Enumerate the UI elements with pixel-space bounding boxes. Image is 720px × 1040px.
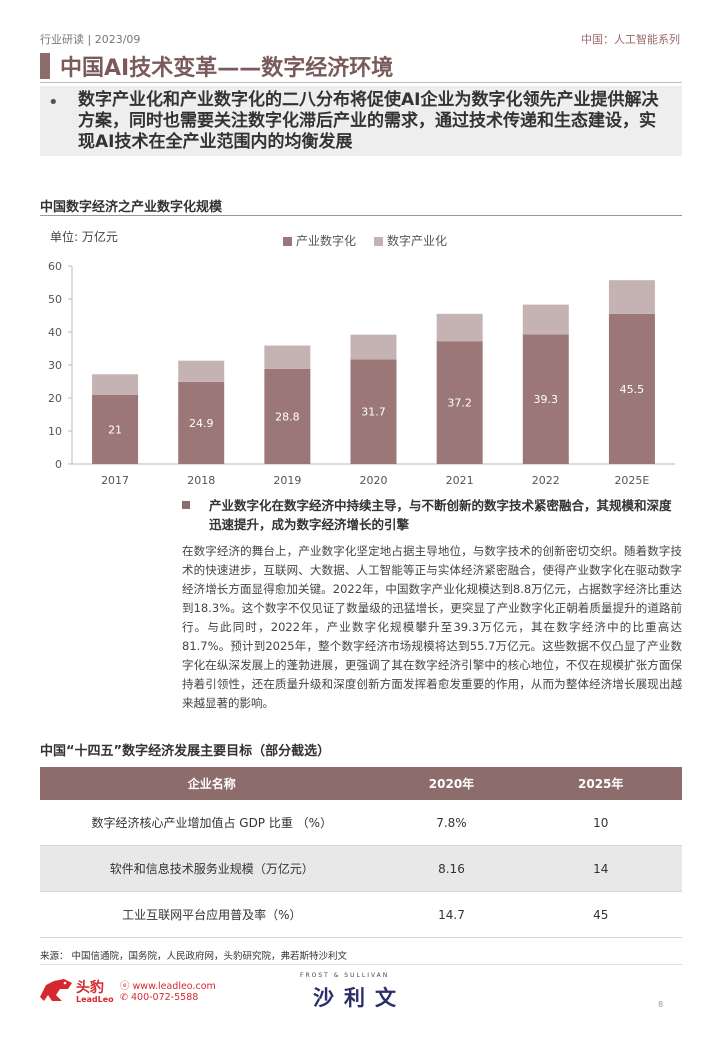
table-cell: 14.7 — [383, 891, 520, 938]
table-cell: 数字经济核心产业增加值占 GDP 比重 （%） — [40, 800, 384, 846]
report-category: 行业研读 | 2023/09 — [40, 33, 141, 46]
bar-segment-industrial-digitalization — [436, 341, 483, 464]
table-header-cell: 2020年 — [383, 767, 520, 800]
x-tick-label: 2018 — [187, 474, 215, 487]
source-note: 来源： 中国信通院，国务院，人民政府网，头豹研究院，弗若斯特沙利文 — [40, 951, 348, 962]
y-tick-label: 60 — [48, 260, 62, 273]
bar-segment-digital-industrialization — [608, 280, 655, 314]
table-header-row: 企业名称 2020年 2025年 — [40, 767, 682, 800]
x-tick-label: 2025E — [614, 474, 649, 487]
square-bullet-icon — [182, 501, 190, 509]
page-title: 中国AI技术变革——数字经济环境 — [60, 56, 394, 81]
legend-item-series-1: 数字产业化 — [374, 232, 447, 249]
table-row: 工业互联网平台应用普及率（%） 14.7 45 — [40, 891, 682, 938]
y-tick-label: 40 — [48, 326, 62, 339]
bar-data-label: 31.7 — [361, 406, 386, 419]
bar-segment-digital-industrialization — [522, 304, 569, 335]
table-cell: 45 — [519, 891, 682, 938]
phone-icon: ✆ — [120, 992, 131, 1003]
table-header-cell: 2025年 — [519, 767, 682, 800]
x-tick-label: 2019 — [273, 474, 301, 487]
body-paragraph: 在数字经济的舞台上，产业数字化坚定地占据主导地位，与数字技术的创新密切交织。随着… — [182, 544, 682, 710]
table-cell: 8.16 — [383, 845, 520, 892]
y-tick-label: 50 — [48, 293, 62, 306]
globe-icon: ⓔ — [120, 981, 133, 992]
bar-segment-industrial-digitalization — [608, 313, 655, 464]
y-tick-label: 20 — [48, 392, 62, 405]
y-tick-label: 0 — [55, 458, 62, 471]
bar-segment-industrial-digitalization — [264, 368, 311, 464]
chart-unit-label: 单位: 万亿元 — [50, 230, 118, 244]
table-cell: 工业互联网平台应用普及率（%） — [40, 891, 384, 938]
bar-data-label: 24.9 — [189, 417, 214, 430]
bar-data-label: 39.3 — [534, 393, 559, 406]
table-cell: 10 — [519, 800, 682, 846]
table-row: 数字经济核心产业增加值占 GDP 比重 （%） 7.8% 10 — [40, 800, 682, 846]
title-accent-bar — [40, 53, 50, 79]
bar-segment-industrial-digitalization — [178, 381, 225, 464]
legend-label: 数字产业化 — [387, 234, 448, 248]
bar-segment-digital-industrialization — [92, 374, 139, 395]
title-divider — [40, 82, 682, 83]
chart-title: 中国数字经济之产业数字化规模 — [40, 200, 223, 215]
bar-data-label: 37.2 — [447, 397, 472, 410]
y-tick-label: 10 — [48, 425, 62, 438]
brand-name-en: LeadLeo — [76, 995, 114, 1004]
bar-segment-industrial-digitalization — [522, 334, 569, 464]
table-cell: 7.8% — [383, 800, 520, 846]
targets-table: 企业名称 2020年 2025年 数字经济核心产业增加值占 GDP 比重 （%）… — [40, 767, 682, 938]
bar-data-label: 45.5 — [620, 383, 645, 396]
legend-swatch-icon — [283, 237, 292, 246]
page-number: 8 — [658, 1000, 664, 1009]
summary-bullet: • — [48, 92, 59, 113]
legend-item-series-0: 产业数字化 — [283, 232, 356, 249]
summary-box: • 数字产业化和产业数字化的二八分布将促使AI企业为数字化领先产业提供解决方案，… — [40, 86, 682, 156]
table-row: 软件和信息技术服务业规模（万亿元） 8.16 14 — [40, 845, 682, 892]
footer-divider — [40, 964, 682, 965]
x-tick-label: 2020 — [360, 474, 388, 487]
phone-number: ✆ 400-072-5588 — [120, 992, 199, 1003]
legend-label: 产业数字化 — [296, 234, 357, 248]
bar-segment-digital-industrialization — [264, 345, 311, 369]
series-name: 中国：人工智能系列 — [581, 33, 680, 46]
summary-text: 数字产业化和产业数字化的二八分布将促使AI企业为数字化领先产业提供解决方案，同时… — [78, 90, 659, 152]
bar-segment-digital-industrialization — [178, 360, 225, 382]
key-point-headline: 产业数字化在数字经济中持续主导，与不断创新的数字技术紧密融合，其规模和深度迅速提… — [209, 498, 672, 532]
chart-title-divider — [40, 215, 682, 216]
table-header-cell: 企业名称 — [40, 767, 384, 800]
bar-segment-digital-industrialization — [350, 334, 397, 360]
x-tick-label: 2017 — [101, 474, 129, 487]
table-cell: 软件和信息技术服务业规模（万亿元） — [40, 845, 384, 892]
bar-data-label: 28.8 — [275, 410, 300, 423]
legend-swatch-icon — [374, 237, 384, 246]
bar-data-label: 21 — [108, 423, 122, 436]
partner-logo-cn: 沙利文 — [313, 986, 406, 1010]
leopard-logo-icon — [40, 979, 72, 1001]
chart-legend: 产业数字化 数字产业化 — [283, 232, 447, 249]
stacked-bar-chart: 0 10 20 30 40 50 60 21 2017 24.9 2018 28.8 2019 31.7 2… — [48, 260, 675, 487]
bar-segment-industrial-digitalization — [350, 359, 397, 464]
x-tick-label: 2021 — [446, 474, 474, 487]
y-tick-label: 30 — [48, 359, 62, 372]
bar-segment-industrial-digitalization — [92, 394, 139, 464]
table-title: 中国“十四五”数字经济发展主要目标（部分截选） — [40, 744, 331, 759]
partner-logo-en: FROST & SULLIVAN — [300, 972, 390, 979]
bar-segment-digital-industrialization — [436, 313, 483, 342]
x-tick-label: 2022 — [532, 474, 560, 487]
brand-name: 头豹 — [76, 980, 104, 996]
website-link[interactable]: ⓔ www.leadleo.com — [120, 981, 216, 992]
table-cell: 14 — [519, 845, 682, 892]
